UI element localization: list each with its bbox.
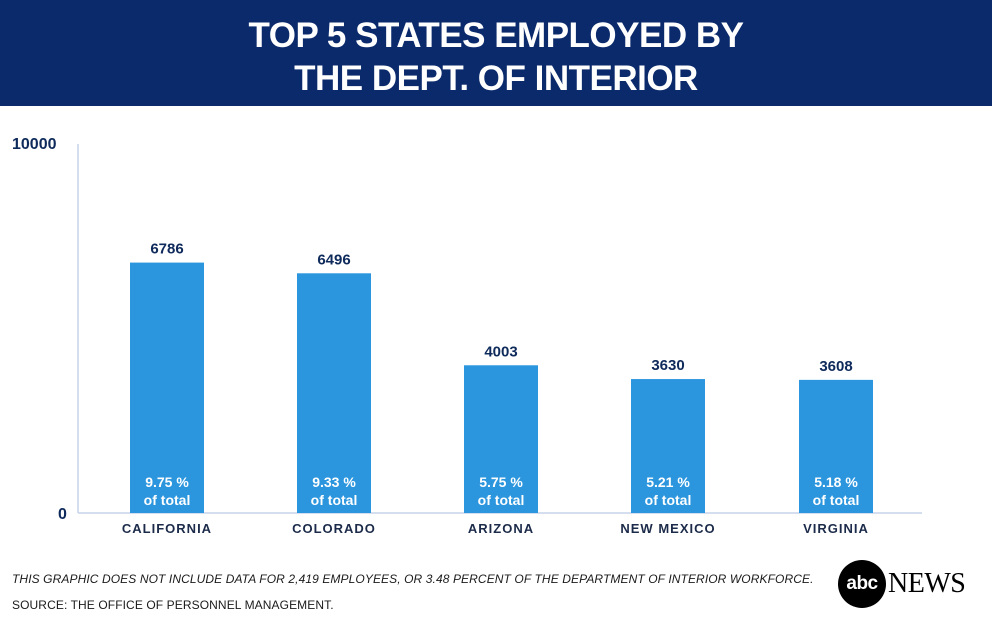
footnote: THIS GRAPHIC DOES NOT INCLUDE DATA FOR 2…: [12, 572, 814, 586]
bar: [631, 379, 705, 513]
title-line-1: TOP 5 STATES EMPLOYED BY: [248, 16, 744, 55]
x-tick-label: CALIFORNIA: [122, 521, 212, 536]
x-tick-label: COLORADO: [292, 521, 376, 536]
source-note: SOURCE: THE OFFICE OF PERSONNEL MANAGEME…: [12, 598, 334, 612]
bar: [464, 365, 538, 513]
bar-share-suffix: of total: [144, 492, 191, 508]
bar-share-label: 5.75 %: [479, 474, 523, 490]
bar-value-label: 6786: [150, 241, 183, 258]
bar-value-label: 3630: [651, 357, 684, 374]
y-tick-label-min: 0: [58, 506, 67, 523]
y-tick-label-max: 10000: [12, 136, 57, 153]
chart-title: TOP 5 STATES EMPLOYED BY THE DEPT. OF IN…: [0, 14, 992, 100]
bar-share-suffix: of total: [311, 492, 358, 508]
bar-share-suffix: of total: [645, 492, 692, 508]
bar-value-label: 3608: [819, 358, 852, 375]
bar-share-label: 5.18 %: [814, 474, 858, 490]
x-tick-label: VIRGINIA: [803, 521, 869, 536]
bar: [297, 273, 371, 513]
bar-chart: 10000 0 6786 9.75 % of total CALIFORNIA 6496 9.…: [12, 136, 922, 536]
abc-news-logo: abc NEWS: [838, 560, 984, 608]
abc-logo-circle: abc: [838, 560, 886, 608]
bar-value-label: 6496: [317, 251, 350, 268]
x-tick-label: NEW MEXICO: [620, 521, 715, 536]
bar: [799, 379, 873, 513]
bar-share-label: 9.75 %: [145, 474, 189, 490]
title-banner: TOP 5 STATES EMPLOYED BY THE DEPT. OF IN…: [0, 0, 992, 106]
bar-share-suffix: of total: [478, 492, 525, 508]
bar-share-label: 5.21 %: [646, 474, 690, 490]
bar-value-label: 4003: [484, 343, 517, 360]
bar-share-label: 9.33 %: [312, 474, 356, 490]
title-line-2: THE DEPT. OF INTERIOR: [294, 59, 698, 98]
news-wordmark: NEWS: [888, 568, 966, 599]
bar-share-suffix: of total: [813, 492, 860, 508]
bar: [130, 262, 204, 513]
x-tick-label: ARIZONA: [468, 521, 534, 536]
